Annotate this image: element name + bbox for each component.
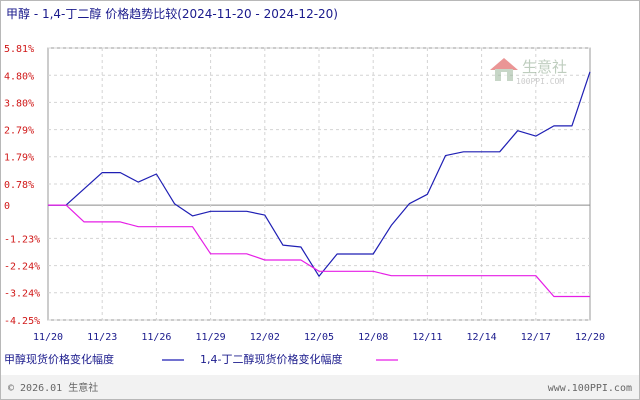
y-tick-label: -3.24% (4, 289, 40, 300)
legend: 甲醇现货价格变化幅度 1,4-丁二醇现货价格变化幅度 (4, 352, 398, 366)
grid-lines (48, 47, 590, 321)
x-tick-label: 12/14 (467, 332, 497, 343)
y-tick-label: 1.79% (4, 153, 34, 164)
y-tick-label: 0 (4, 201, 10, 212)
series-line-1 (48, 71, 591, 277)
watermark-house-door (501, 72, 507, 81)
series-line-2 (48, 204, 590, 298)
footer-site: www.100PPI.com (548, 383, 632, 394)
x-tick-label: 12/05 (304, 332, 334, 343)
x-tick-label: 12/11 (412, 332, 442, 343)
x-tick-label: 12/20 (575, 332, 605, 343)
watermark-brand: 生意社 (522, 58, 567, 76)
x-tick-label: 12/08 (358, 332, 388, 343)
y-tick-label: 0.78% (4, 180, 34, 191)
y-tick-label: -2.24% (4, 262, 40, 273)
y-tick-label: 4.80% (4, 71, 34, 82)
x-tick-label: 12/02 (250, 332, 280, 343)
x-tick-label: 11/29 (196, 332, 226, 343)
watermark-url: 100PPI.COM (516, 77, 564, 86)
watermark-house-icon (490, 58, 518, 70)
series-lines (48, 71, 591, 298)
x-tick-label: 11/26 (141, 332, 171, 343)
y-axis-ticks: 5.81% 4.80% 3.80% 2.79% 1.79% 0.78% 0 -1.23% -2.… (4, 44, 40, 327)
y-tick-label: 5.81% (4, 44, 34, 55)
footer-bar (1, 375, 639, 399)
x-tick-label: 11/23 (87, 332, 117, 343)
legend-label-series-1: 甲醇现货价格变化幅度 (4, 352, 114, 366)
chart-title: 甲醇 - 1,4-丁二醇 价格趋势比较(2024-11-20 - 2024-12… (6, 6, 338, 21)
y-tick-label: 2.79% (4, 126, 34, 137)
x-axis-ticks: 11/20 11/23 11/26 11/29 12/02 12/05 12/08 12/11… (33, 332, 605, 343)
x-tick-label: 12/17 (521, 332, 551, 343)
legend-label-series-2: 1,4-丁二醇现货价格变化幅度 (200, 352, 342, 366)
y-tick-label: 3.80% (4, 98, 34, 109)
y-tick-label: -1.23% (4, 234, 40, 245)
x-tick-label: 11/20 (33, 332, 63, 343)
footer-copyright: © 2026.01 生意社 (8, 381, 98, 394)
y-tick-label: -4.25% (4, 316, 40, 327)
watermark-logo: 生意社 100PPI.COM (490, 58, 567, 86)
